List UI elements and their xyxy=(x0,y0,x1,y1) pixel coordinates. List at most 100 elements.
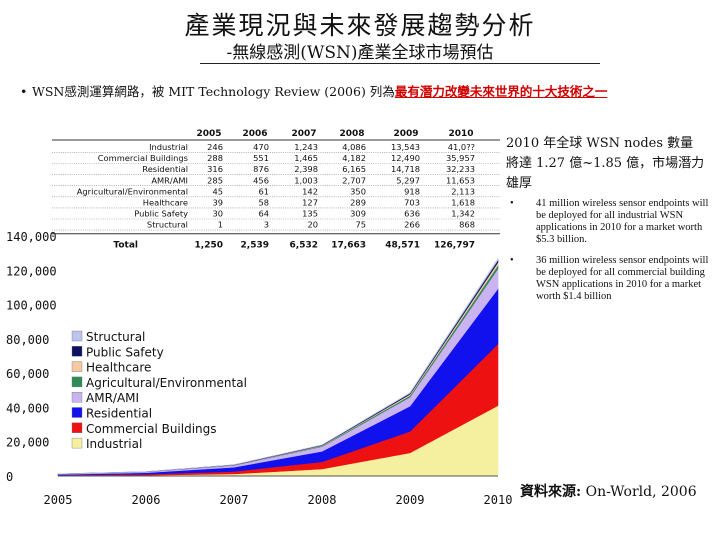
x-tick-label: 2008 xyxy=(308,493,337,507)
slide-subtitle: -無線感測(WSN)產業全球市場預估 xyxy=(226,43,494,63)
table-cell: 456 xyxy=(253,175,269,185)
table-row-label: Public Safety xyxy=(134,209,188,219)
legend-label: Agricultural/Environmental xyxy=(86,376,247,390)
table-cell: 266 xyxy=(404,220,420,230)
legend-swatch xyxy=(71,407,83,418)
y-tick-label: 20,000 xyxy=(6,436,49,450)
legend-swatch xyxy=(71,376,83,388)
side-heading: 2010 年全球 WSN nodes 數量將達 1.27 億~1.85 億，市場… xyxy=(506,136,705,191)
table-total-label: Total xyxy=(113,241,138,251)
table-cell: 6,165 xyxy=(342,164,366,174)
table-cell: 35,957 xyxy=(446,153,475,163)
table-cell: 32,233 xyxy=(446,164,475,174)
y-tick-label: 40,000 xyxy=(6,401,49,415)
side-bullet: • 36 million wireless sensor endpoints w… xyxy=(510,255,714,303)
table-cell: 918 xyxy=(404,186,420,196)
legend-label: Commercial Buildings xyxy=(86,422,217,436)
table-cell: 289 xyxy=(350,198,366,208)
legend-label: AMR/AMI xyxy=(86,391,139,405)
table-cell: 1,243 xyxy=(294,142,318,152)
y-tick-label: 140,000 xyxy=(6,230,57,244)
x-tick-label: 2005 xyxy=(44,493,73,507)
x-tick-label: 2010 xyxy=(484,493,513,507)
table-cell: 3 xyxy=(264,220,269,230)
legend-swatch xyxy=(71,330,83,342)
table-total-cell: 1,250 xyxy=(195,241,223,251)
table-cell: 4,182 xyxy=(342,153,366,163)
side-bullet-text: 36 million wireless sensor endpoints wil… xyxy=(536,255,709,302)
legend-swatch xyxy=(71,346,83,357)
table-cell: 350 xyxy=(350,186,366,196)
table-row-label: Residential xyxy=(142,164,188,174)
table-cell: 12,490 xyxy=(391,153,420,163)
table-column-header: 2006 xyxy=(242,129,267,139)
intro-bullet-highlight: 最有潛力改變未來世界的十大技術之一 xyxy=(394,84,608,99)
source-value: On-World, 2006 xyxy=(585,484,697,500)
table-cell: 288 xyxy=(207,153,223,163)
intro-bullet: • WSN感測運算網路，被 MIT Technology Review (200… xyxy=(20,82,672,101)
y-tick-label: 80,000 xyxy=(6,333,49,347)
table-cell: 64 xyxy=(258,209,269,219)
table-cell: 1,618 xyxy=(451,198,475,208)
table-total-cell: 2,539 xyxy=(241,241,269,251)
table-cell: 1,465 xyxy=(294,153,318,163)
bullet-dot: • xyxy=(510,198,514,209)
slide-title: 產業現況與未來發展趨勢分析 xyxy=(184,11,536,40)
area-series-structural xyxy=(57,257,499,475)
table-cell: 39 xyxy=(212,198,223,208)
table-total-cell: 17,663 xyxy=(331,241,366,251)
table-cell: 58 xyxy=(258,198,269,208)
y-tick-label: 0 xyxy=(6,470,13,484)
legend-swatch xyxy=(71,422,83,433)
table-cell: 309 xyxy=(350,209,366,219)
table-cell: 868 xyxy=(459,220,475,230)
source-label: 資料來源: xyxy=(520,484,582,500)
table-cell: 135 xyxy=(302,209,318,219)
y-tick-label: 100,000 xyxy=(6,299,57,313)
table-cell: 142 xyxy=(302,186,318,196)
side-bullet-text: 41 million wireless sensor endpoints wil… xyxy=(536,198,709,245)
table-cell: 1 xyxy=(218,220,223,230)
table-row-label: AMR/AMI xyxy=(151,175,188,185)
legend-swatch xyxy=(71,437,83,449)
legend-swatch xyxy=(71,392,83,403)
table-cell: 876 xyxy=(253,164,269,174)
table-column-header: 2005 xyxy=(196,129,221,139)
table-cell: 703 xyxy=(404,198,420,208)
table-cell: 551 xyxy=(253,153,269,163)
table-cell: 45 xyxy=(212,186,223,196)
legend-label: Healthcare xyxy=(86,361,151,375)
bullet-dot: • xyxy=(510,255,514,266)
table-column-header: 2009 xyxy=(393,129,418,139)
x-tick-label: 2007 xyxy=(220,493,249,507)
subtitle-underline xyxy=(200,63,600,64)
legend-label: Public Safety xyxy=(86,345,164,359)
table-cell: 470 xyxy=(253,142,269,152)
table-cell: 11,653 xyxy=(446,175,475,185)
legend-label: Structural xyxy=(86,330,145,344)
side-bullet-list: • 41 million wireless sensor endpoints w… xyxy=(510,198,714,312)
table-cell: 246 xyxy=(207,142,223,152)
table-row-label: Commercial Buildings xyxy=(98,153,188,163)
x-tick-label: 2006 xyxy=(132,493,161,507)
y-tick-label: 120,000 xyxy=(6,264,57,278)
table-column-header: 2010 xyxy=(448,129,473,139)
side-bullet: • 41 million wireless sensor endpoints w… xyxy=(510,198,714,246)
table-row-label: Industrial xyxy=(149,142,188,152)
table-cell: 5,297 xyxy=(396,175,420,185)
y-tick-label: 60,000 xyxy=(6,367,49,381)
table-cell: 20 xyxy=(307,220,318,230)
table-cell: 127 xyxy=(302,198,318,208)
table-row-label: Structural xyxy=(147,220,188,230)
table-cell: 61 xyxy=(258,186,269,196)
table-cell: 1,003 xyxy=(294,175,318,185)
table-cell: 41,0?? xyxy=(448,142,475,152)
table-total-cell: 6,532 xyxy=(290,241,318,251)
table-cell: 75 xyxy=(355,220,366,230)
x-tick-label: 2009 xyxy=(396,493,425,507)
table-cell: 636 xyxy=(404,209,420,219)
table-column-header: 2008 xyxy=(339,129,364,139)
legend-label: Industrial xyxy=(86,437,142,451)
table-cell: 316 xyxy=(207,164,223,174)
